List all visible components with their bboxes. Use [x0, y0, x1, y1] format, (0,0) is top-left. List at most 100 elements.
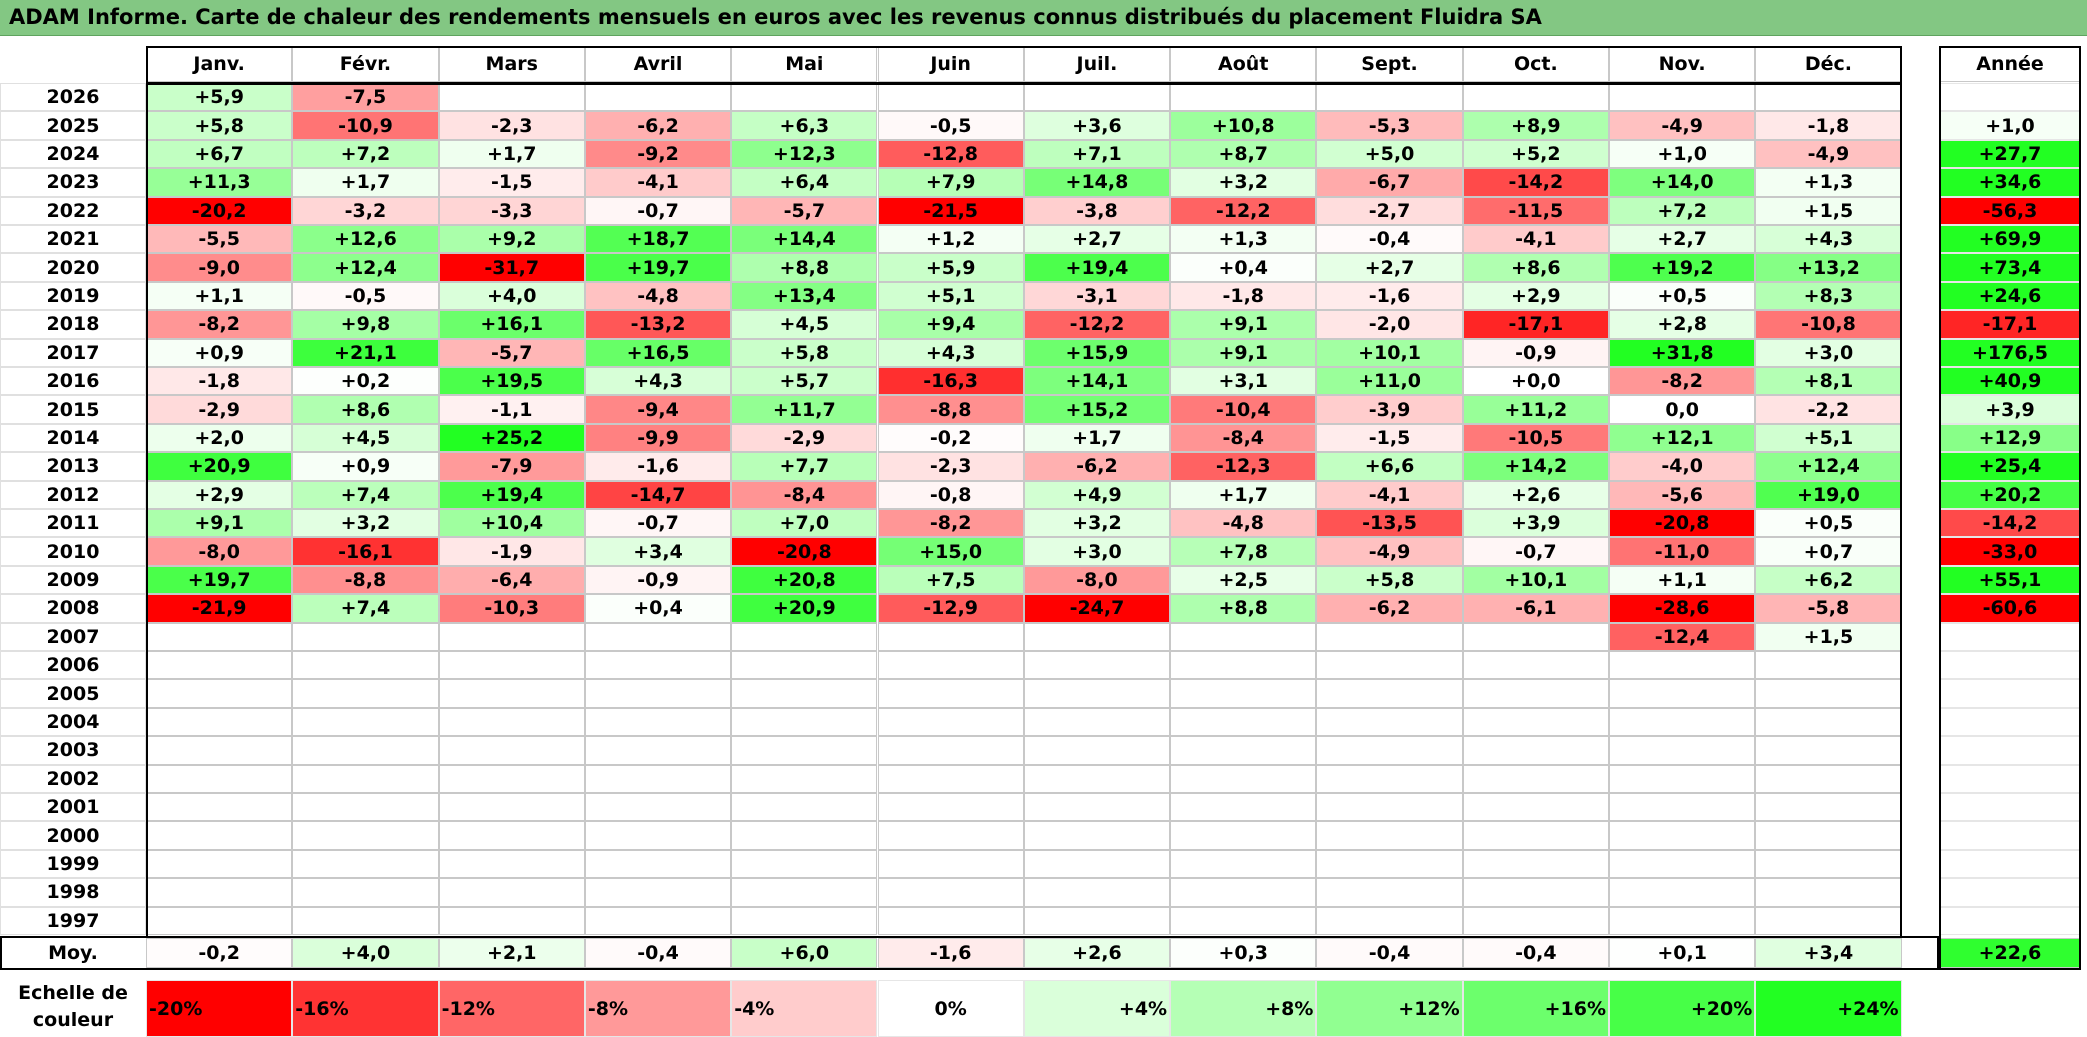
heatmap-cell: -6,4 — [438, 565, 585, 595]
heatmap-cell: +5,7 — [731, 367, 878, 396]
heatmap-cell: +14,8 — [1023, 168, 1171, 197]
heatmap-cell — [1609, 821, 1756, 850]
heatmap-cell: +9,4 — [877, 310, 1024, 339]
heatmap-cell: -12,9 — [877, 594, 1024, 623]
heatmap-cell — [1609, 793, 1756, 822]
heatmap-cell: -17,1 — [1462, 310, 1609, 339]
avg-label: Moy. — [48, 942, 98, 964]
heatmap-cell — [146, 736, 293, 765]
heatmap-cell — [1170, 679, 1317, 708]
heatmap-cell: +2,7 — [1316, 253, 1463, 282]
annual-header: Année — [1939, 46, 2081, 82]
heatmap-cell: +7,1 — [1023, 139, 1171, 169]
heatmap-cell: +1,0 — [1609, 139, 1756, 169]
heatmap-cell: +1,5 — [1755, 196, 1902, 225]
average-cell: -1,6 — [877, 938, 1024, 968]
heatmap-cell: -10,9 — [292, 111, 439, 140]
heatmap-cell: -9,9 — [584, 423, 732, 453]
heatmap-cell: -1,1 — [438, 395, 585, 424]
heatmap-cell: +19,7 — [584, 253, 732, 282]
heatmap-cell — [438, 736, 585, 765]
average-cell: -0,2 — [146, 938, 293, 968]
heatmap-cell — [1609, 679, 1756, 708]
heatmap-cell — [1316, 878, 1463, 907]
year-label: 2021 — [0, 225, 146, 254]
heatmap-cell: +14,1 — [1023, 367, 1171, 396]
heatmap-cell: -1,8 — [146, 367, 293, 396]
heatmap-cell — [1170, 821, 1317, 850]
heatmap-cell: +5,2 — [1462, 139, 1609, 169]
heatmap-cell — [584, 679, 732, 708]
heatmap-cell — [1755, 849, 1902, 879]
heatmap-cell: +10,1 — [1462, 565, 1609, 595]
heatmap-cell: +1,3 — [1755, 168, 1902, 197]
heatmap-cell: -12,8 — [877, 139, 1024, 169]
year-label: 2022 — [0, 196, 146, 225]
heatmap-cell: +15,0 — [877, 537, 1024, 566]
heatmap-cell: +3,9 — [1462, 509, 1609, 538]
heatmap-cell — [1609, 849, 1756, 879]
heatmap-cell — [1170, 651, 1317, 680]
heatmap-cell — [1023, 906, 1171, 935]
heatmap-cell: -1,9 — [438, 537, 585, 566]
heatmap-cell: -12,2 — [1023, 310, 1171, 339]
heatmap-cell: -1,5 — [1316, 423, 1463, 453]
heatmap-cell: +10,4 — [438, 509, 585, 538]
annual-cell — [1939, 679, 2081, 708]
heatmap-cell — [731, 679, 878, 708]
heatmap-cell: +0,9 — [292, 452, 439, 481]
heatmap-cell — [1609, 878, 1756, 907]
heatmap-cell — [731, 821, 878, 850]
heatmap-cell — [1462, 764, 1609, 793]
heatmap-cell: -6,7 — [1316, 168, 1463, 197]
heatmap-cell: -1,6 — [584, 452, 732, 481]
heatmap-cell: -16,1 — [292, 537, 439, 566]
heatmap-cell — [731, 83, 878, 112]
year-label: 2007 — [0, 622, 146, 651]
heatmap-cell: -0,7 — [584, 509, 732, 538]
heatmap-cell — [1170, 906, 1317, 935]
heatmap-cell: -8,8 — [292, 565, 439, 595]
heatmap-cell: +7,4 — [292, 594, 439, 623]
year-label: 2014 — [0, 423, 146, 453]
heatmap-cell: +2,0 — [146, 423, 293, 453]
heatmap-cell: -5,7 — [438, 338, 585, 367]
heatmap-cell: -0,2 — [877, 423, 1024, 453]
heatmap-cell: +8,8 — [731, 253, 878, 282]
heatmap-cell: -4,8 — [1170, 509, 1317, 538]
heatmap-cell: +20,9 — [731, 594, 878, 623]
annual-cell: +27,7 — [1939, 139, 2081, 169]
heatmap-cell — [1023, 679, 1171, 708]
heatmap-cell: +3,4 — [584, 537, 732, 566]
heatmap-cell: +7,2 — [292, 139, 439, 169]
heatmap-cell: -12,2 — [1170, 196, 1317, 225]
heatmap-cell: -7,9 — [438, 452, 585, 481]
annual-cell — [1939, 622, 2081, 651]
heatmap-cell: +4,0 — [438, 281, 585, 311]
heatmap-cell — [731, 707, 878, 737]
heatmap-cell — [1023, 736, 1171, 765]
heatmap-cell: +0,7 — [1755, 537, 1902, 566]
heatmap-cell — [292, 878, 439, 907]
heatmap-cell: -31,7 — [438, 253, 585, 282]
heatmap-cell — [1462, 679, 1609, 708]
heatmap-cell: -10,3 — [438, 594, 585, 623]
scale-swatch: +12% — [1316, 980, 1463, 1037]
heatmap-cell: -2,0 — [1316, 310, 1463, 339]
heatmap-cell: +4,3 — [1755, 225, 1902, 254]
year-label: 2018 — [0, 310, 146, 339]
scale-swatch: -12% — [438, 980, 585, 1037]
heatmap-cell — [877, 622, 1024, 651]
heatmap-cell — [1170, 736, 1317, 765]
heatmap-cell: +13,4 — [731, 281, 878, 311]
title-bar: ADAM Informe. Carte de chaleur des rende… — [0, 0, 2087, 36]
heatmap-cell: -8,4 — [731, 480, 878, 509]
heatmap-cell: -5,5 — [146, 225, 293, 254]
heatmap-cell — [1609, 736, 1756, 765]
heatmap-cell: -20,8 — [731, 537, 878, 566]
heatmap-cell: -8,2 — [1609, 367, 1756, 396]
heatmap-cell: -0,7 — [584, 196, 732, 225]
heatmap-cell: +4,9 — [1023, 480, 1171, 509]
heatmap-cell — [292, 821, 439, 850]
heatmap-cell: +1,7 — [1023, 423, 1171, 453]
